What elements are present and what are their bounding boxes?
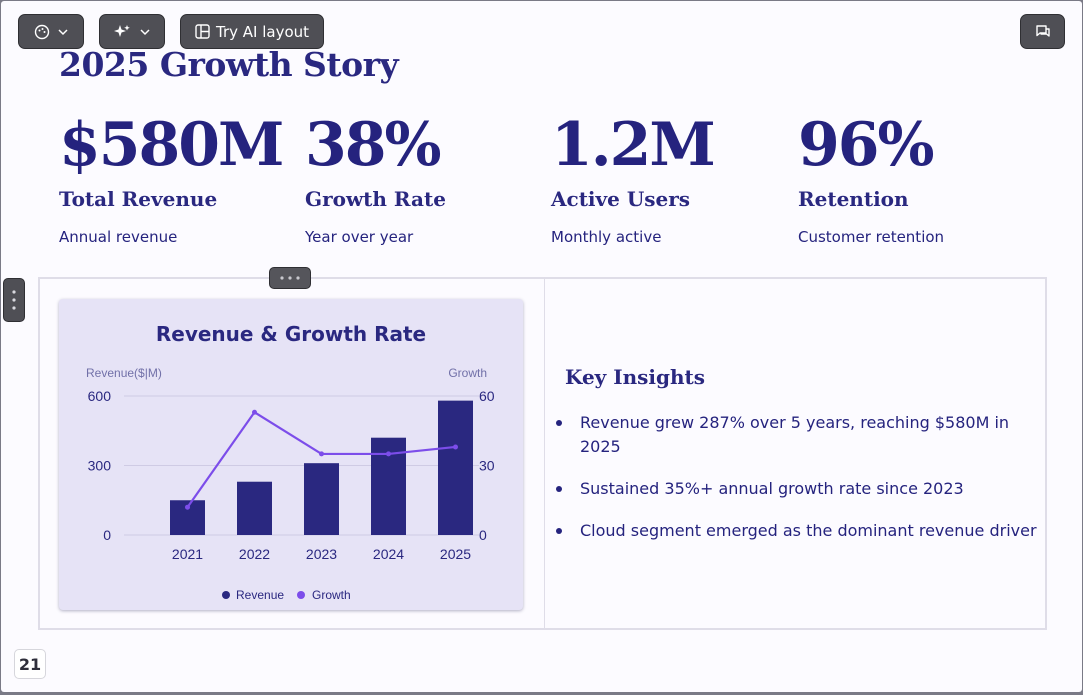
layout-grid[interactable]: Revenue & Growth Rate Revenue($|M) Growt… [38,277,1047,630]
insight-item: Cloud segment emerged as the dominant re… [556,519,1046,543]
chat-icon [1035,24,1051,39]
try-ai-layout-label: Try AI layout [215,22,310,41]
y-tick-label-left: 300 [88,458,112,474]
right-axis-label: Growth [448,366,487,380]
page-number: 21 [14,649,46,679]
slide-title[interactable]: 2025 Growth Story [59,45,399,84]
theme-button[interactable] [18,14,84,49]
x-tick-label: 2023 [306,546,337,562]
legend-swatch-growth [297,591,305,599]
chevron-down-icon [58,28,68,36]
growth-point-2024 [386,451,391,457]
stat-subtitle: Monthly active [551,228,662,246]
stat-subtitle: Annual revenue [59,228,178,246]
chevron-down-icon [140,28,150,36]
stat-value: 38% [305,110,442,180]
growth-point-2025 [453,444,458,450]
drag-dots-icon [12,290,16,310]
stat-label: Growth Rate [305,187,446,211]
bullet-icon [556,486,562,492]
growth-point-2023 [319,451,324,457]
chart-card[interactable]: Revenue & Growth Rate Revenue($|M) Growt… [59,299,523,610]
chart-legend: Revenue Growth [222,588,351,602]
legend-swatch-revenue [222,591,230,599]
stat-card[interactable]: 1.2M Active Users Monthly active [551,109,791,246]
stat-card[interactable]: 38% Growth Rate Year over year [305,109,545,246]
ai-menu-button[interactable] [99,14,165,49]
stat-subtitle: Customer retention [798,228,945,246]
bar-revenue-2022 [237,481,272,535]
y-tick-label-left: 0 [103,527,111,543]
palette-icon [34,24,50,40]
bullet-icon [556,420,562,426]
side-drag-handle[interactable] [3,278,25,322]
insight-item: Revenue grew 287% over 5 years, reaching… [556,411,1046,459]
insight-item: Sustained 35%+ annual growth rate since … [556,477,1046,501]
stat-label: Total Revenue [59,187,218,211]
insight-text: Cloud segment emerged as the dominant re… [580,521,1037,540]
growth-point-2022 [252,409,257,415]
bullet-icon [556,528,562,534]
x-tick-label: 2021 [172,546,203,562]
stat-value: 96% [798,110,935,180]
insight-text: Revenue grew 287% over 5 years, reaching… [580,413,1010,456]
y-tick-label-right: 0 [479,527,487,543]
y-tick-label-right: 60 [479,388,495,404]
x-tick-label: 2024 [373,546,404,562]
stat-value: $580M [59,110,284,180]
legend-label-revenue: Revenue [236,588,284,602]
stat-card[interactable]: $580M Total Revenue Annual revenue [59,109,299,246]
grid-divider [544,279,545,628]
legend-label-growth: Growth [312,588,351,602]
stat-value: 1.2M [551,110,716,180]
drag-dots-icon [280,276,300,280]
bar-revenue-2025 [438,400,473,535]
layout-icon [195,24,210,39]
stat-label: Active Users [551,187,691,211]
growth-point-2021 [185,504,190,510]
left-axis-label: Revenue($|M) [86,366,162,380]
revenue-growth-chart: Revenue & Growth Rate Revenue($|M) Growt… [86,322,495,602]
insights-list[interactable]: Revenue grew 287% over 5 years, reaching… [556,411,1046,561]
x-tick-label: 2022 [239,546,270,562]
stat-label: Retention [798,187,909,211]
y-tick-label-right: 30 [479,458,495,474]
comments-button[interactable] [1020,14,1065,49]
sparkle-icon [114,24,130,40]
insights-title[interactable]: Key Insights [565,365,706,389]
x-tick-label: 2025 [440,546,471,562]
y-tick-label-left: 600 [88,388,112,404]
chart-title: Revenue & Growth Rate [156,322,426,346]
top-drag-handle[interactable] [269,267,311,289]
stat-subtitle: Year over year [305,228,414,246]
stat-card[interactable]: 96% Retention Customer retention [798,109,1038,246]
try-ai-layout-button[interactable]: Try AI layout [180,14,324,49]
bar-revenue-2023 [304,463,339,535]
insight-text: Sustained 35%+ annual growth rate since … [580,479,964,498]
